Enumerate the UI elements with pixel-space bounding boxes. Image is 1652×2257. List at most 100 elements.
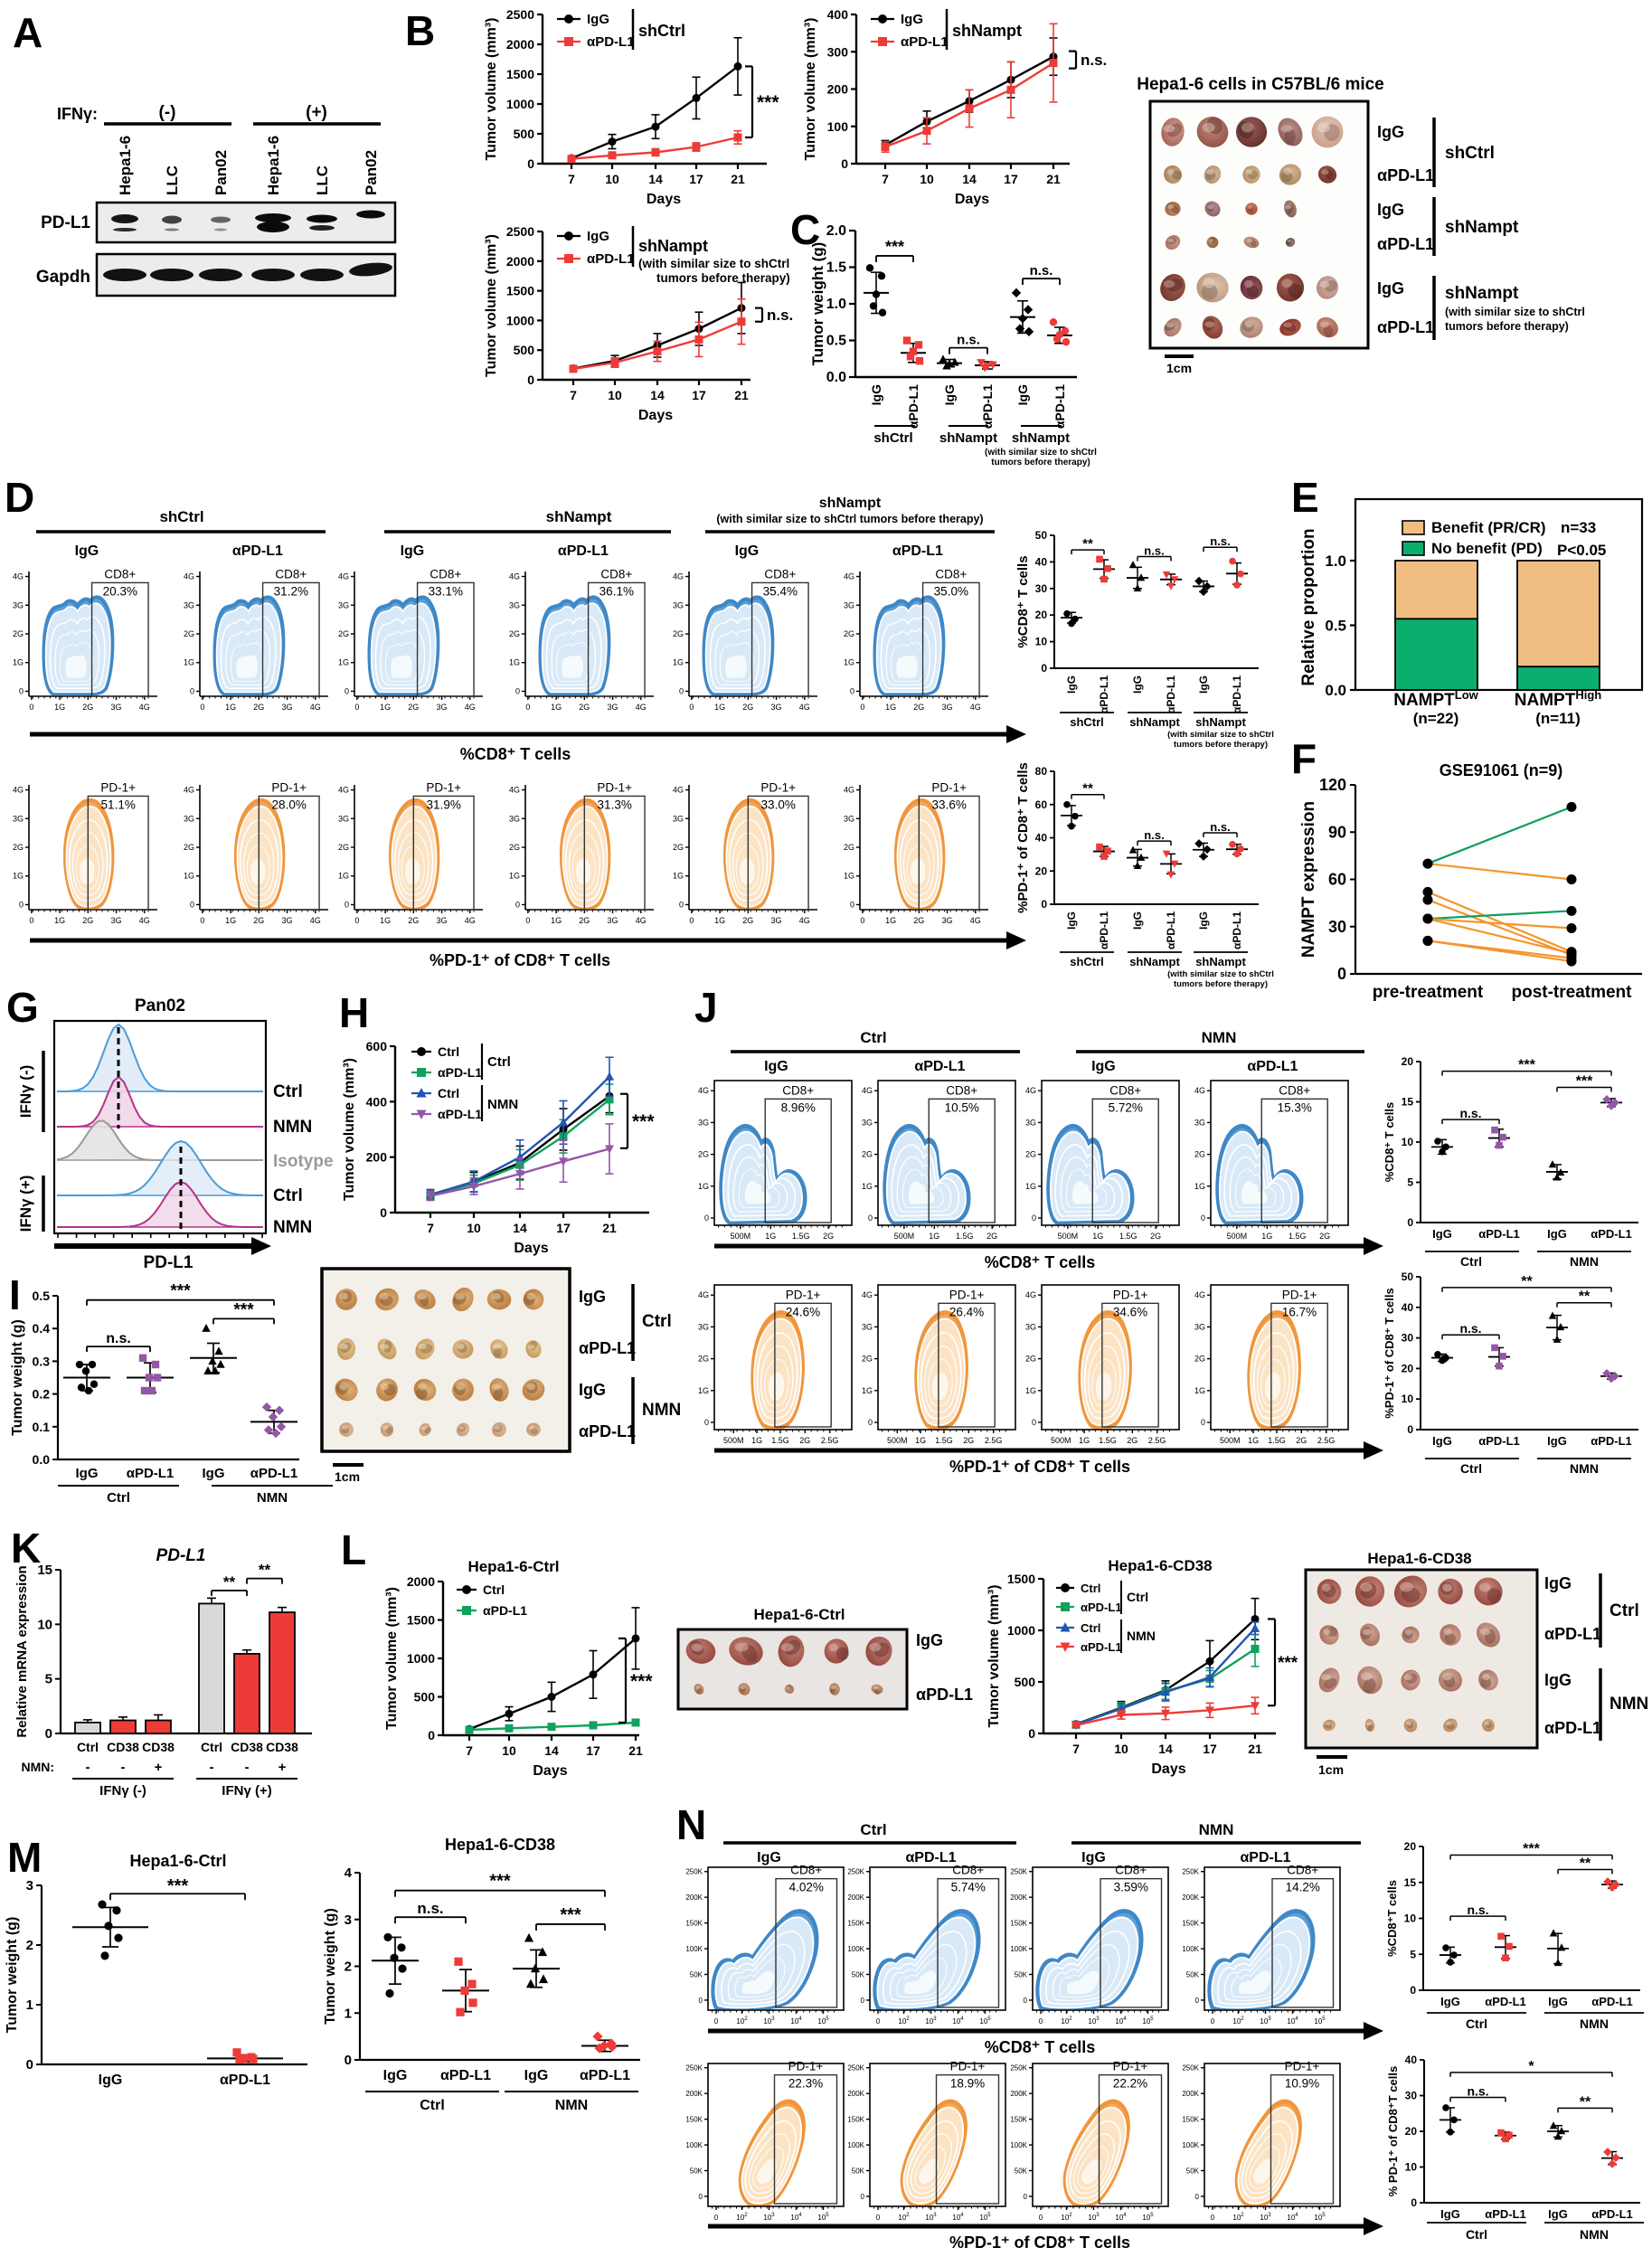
svg-text:1G: 1G — [1194, 1386, 1205, 1395]
svg-text:33.0%: 33.0% — [761, 798, 796, 811]
svg-text:Ctrl: Ctrl — [1127, 1590, 1148, 1604]
svg-text:αPD-L1: αPD-L1 — [1485, 1995, 1526, 2008]
svg-text:αPD-L1: αPD-L1 — [916, 1686, 973, 1704]
svg-text:No benefit (PD): No benefit (PD) — [1431, 540, 1543, 557]
svg-text:102: 102 — [736, 2213, 748, 2222]
svg-text:0: 0 — [876, 2214, 881, 2222]
svg-text:3G: 3G — [13, 600, 24, 609]
svg-text:2000: 2000 — [506, 254, 534, 269]
svg-text:2G: 2G — [13, 629, 24, 638]
svg-text:14: 14 — [1158, 1742, 1173, 1756]
svg-text:0: 0 — [1407, 1216, 1413, 1229]
svg-text:Ctrl: Ctrl — [438, 1086, 459, 1100]
svg-text:0.1: 0.1 — [33, 1420, 51, 1434]
svg-text:Ctrl: Ctrl — [860, 1821, 886, 1838]
svg-text:4G: 4G — [799, 916, 810, 925]
svg-text:0.5: 0.5 — [1325, 618, 1346, 635]
svg-text:IgG: IgG — [1440, 1995, 1460, 2008]
svg-text:4G: 4G — [1025, 1086, 1036, 1095]
svg-text:4G: 4G — [310, 703, 321, 712]
svg-text:40: 40 — [1035, 555, 1048, 568]
svg-text:Ctrl: Ctrl — [1466, 2016, 1487, 2031]
svg-text:2.5G: 2.5G — [821, 1436, 839, 1445]
svg-text:31.3%: 31.3% — [598, 798, 632, 811]
svg-text:2G: 2G — [986, 1232, 997, 1241]
svg-text:Ctrl: Ctrl — [438, 1044, 459, 1059]
svg-text:**: ** — [1082, 781, 1093, 797]
svg-text:0: 0 — [515, 686, 520, 695]
svg-text:105: 105 — [817, 2213, 829, 2222]
svg-text:1.5G: 1.5G — [792, 1232, 810, 1241]
svg-text:3G: 3G — [282, 703, 293, 712]
svg-text:shNampt: shNampt — [1445, 284, 1519, 303]
svg-text:250K: 250K — [685, 1868, 703, 1876]
svg-text:αPD-L1: αPD-L1 — [1377, 235, 1434, 253]
svg-text:500: 500 — [1015, 1675, 1036, 1689]
svg-text:0: 0 — [1039, 2017, 1043, 2026]
svg-text:***: *** — [632, 1111, 655, 1132]
svg-text:CD8+: CD8+ — [952, 1864, 984, 1877]
svg-text:0: 0 — [1410, 1984, 1416, 1997]
svg-text:αPD-L1: αPD-L1 — [1485, 2207, 1526, 2221]
svg-text:IgG: IgG — [1432, 1434, 1452, 1448]
svg-text:102: 102 — [1061, 2016, 1072, 2026]
svg-text:17: 17 — [1004, 172, 1018, 186]
svg-text:0.4: 0.4 — [33, 1321, 51, 1336]
svg-text:100K: 100K — [847, 2141, 864, 2149]
svg-text:20: 20 — [1035, 864, 1048, 877]
svg-text:shNampt: shNampt — [1445, 218, 1519, 237]
svg-text:2G: 2G — [82, 916, 93, 925]
svg-text:4G: 4G — [139, 916, 150, 925]
svg-text:0: 0 — [19, 900, 24, 909]
svg-text:1G: 1G — [714, 703, 725, 712]
svg-text:Ctrl: Ctrl — [273, 1186, 303, 1205]
svg-text:20: 20 — [1405, 2125, 1418, 2138]
svg-text:2G: 2G — [844, 629, 854, 638]
svg-text:28.0%: 28.0% — [272, 798, 307, 811]
svg-text:0: 0 — [689, 916, 694, 925]
svg-text:pre-treatment: pre-treatment — [1373, 983, 1484, 1002]
svg-text:CD8+: CD8+ — [275, 567, 307, 581]
svg-text:1cm: 1cm — [1166, 361, 1192, 375]
svg-text:IFNγ (-): IFNγ (-) — [99, 1783, 146, 1799]
svg-text:250K: 250K — [1182, 2064, 1199, 2073]
svg-text:1G: 1G — [929, 1232, 939, 1241]
svg-text:5: 5 — [1407, 1176, 1413, 1189]
svg-text:200: 200 — [366, 1150, 388, 1165]
svg-text:post-treatment: post-treatment — [1511, 983, 1632, 1002]
svg-text:PD-1+: PD-1+ — [1113, 2060, 1148, 2073]
svg-text:0: 0 — [876, 2017, 881, 2026]
svg-text:3: 3 — [345, 1912, 352, 1928]
svg-text:K: K — [11, 1525, 41, 1572]
svg-text:3G: 3G — [698, 1322, 709, 1331]
svg-text:**: ** — [1580, 2094, 1591, 2110]
svg-text:2G: 2G — [1296, 1436, 1307, 1445]
svg-text:0: 0 — [345, 900, 349, 909]
svg-text:CD8+: CD8+ — [790, 1864, 822, 1877]
svg-text:CD8+: CD8+ — [430, 567, 461, 581]
svg-text:1G: 1G — [844, 658, 854, 667]
svg-text:***: *** — [1576, 1073, 1593, 1089]
svg-text:5: 5 — [45, 1672, 52, 1687]
svg-text:Gapdh: Gapdh — [36, 268, 90, 287]
svg-text:250K: 250K — [1010, 1868, 1027, 1876]
svg-text:2G: 2G — [698, 1150, 709, 1159]
svg-text:2.5G: 2.5G — [985, 1436, 1003, 1445]
svg-text:4G: 4G — [970, 703, 981, 712]
svg-text:2G: 2G — [579, 916, 590, 925]
svg-text:αPD-L1: αPD-L1 — [914, 1059, 965, 1074]
svg-text:0: 0 — [190, 686, 194, 695]
svg-text:17: 17 — [692, 388, 706, 402]
svg-text:Tumor volume (mm³): Tumor volume (mm³) — [803, 18, 818, 161]
svg-text:50: 50 — [1402, 1270, 1414, 1283]
svg-text:%CD8⁺ T cells: %CD8⁺ T cells — [1015, 555, 1031, 647]
svg-text:2G: 2G — [742, 703, 753, 712]
svg-text:104: 104 — [1115, 2016, 1127, 2026]
svg-text:4G: 4G — [310, 916, 321, 925]
svg-text:Tumor volume (mm³): Tumor volume (mm³) — [986, 1585, 1002, 1728]
svg-text:102: 102 — [1061, 2213, 1072, 2222]
svg-text:500M: 500M — [1227, 1232, 1248, 1241]
svg-text:500M: 500M — [723, 1436, 744, 1445]
svg-text:CD8+: CD8+ — [935, 567, 967, 581]
svg-text:4G: 4G — [636, 916, 647, 925]
